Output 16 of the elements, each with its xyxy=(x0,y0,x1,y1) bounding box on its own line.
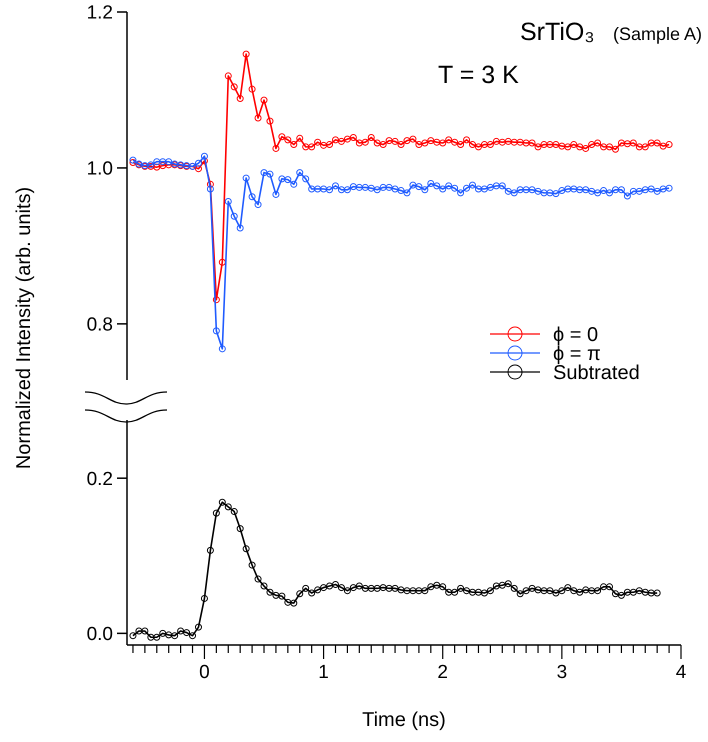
y-tick-label: 0.8 xyxy=(86,314,113,336)
x-tick-label: 2 xyxy=(437,662,448,683)
annotation: SrTiO₃ xyxy=(520,18,595,46)
x-axis-title: Time (ns) xyxy=(362,709,446,731)
y-tick-label: 0.2 xyxy=(86,468,113,490)
legend-label: ϕ = 0 xyxy=(553,324,598,346)
y-axis-title: Normalized Intensity (arb. units) xyxy=(13,186,35,470)
x-tick-label: 3 xyxy=(556,662,568,683)
x-tick-label: 4 xyxy=(676,662,687,683)
y-tick-label: 0.0 xyxy=(86,624,113,646)
x-tick-label: 1 xyxy=(318,662,329,683)
y-tick-label: 1.0 xyxy=(86,158,113,180)
y-tick-label: 1.2 xyxy=(86,2,113,24)
annotation: (Sample A) xyxy=(613,24,702,44)
annotation: T = 3 K xyxy=(438,61,520,89)
x-tick-label: 0 xyxy=(199,662,210,683)
